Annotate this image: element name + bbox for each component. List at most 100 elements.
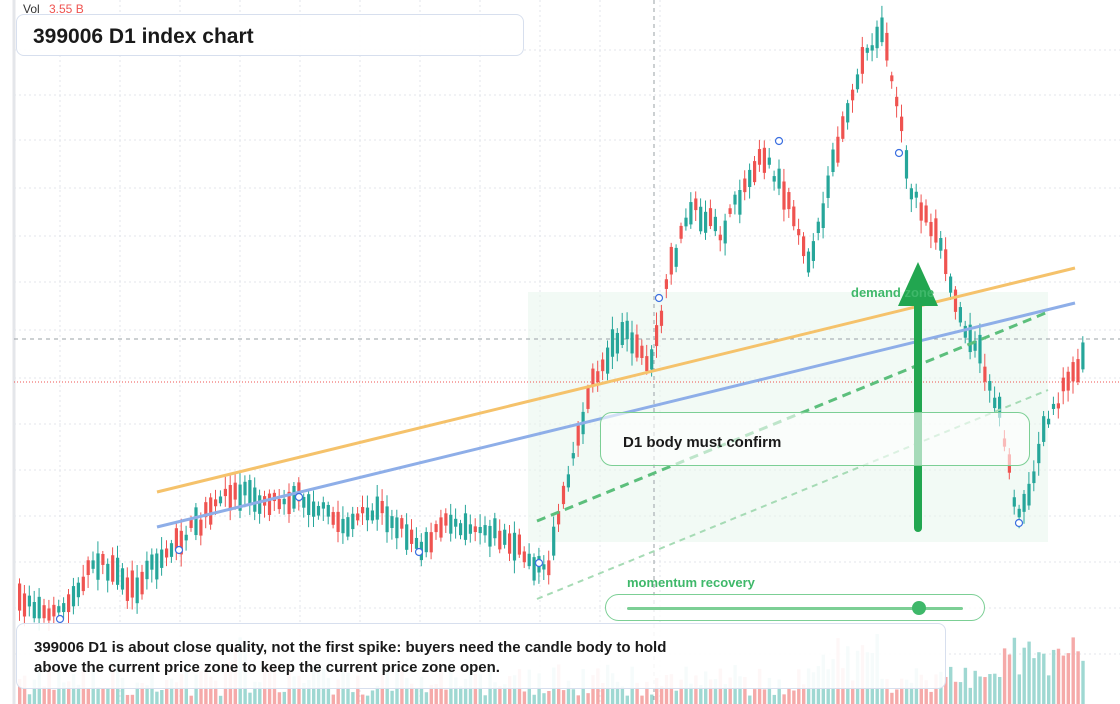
candle	[953, 286, 958, 320]
candle	[150, 548, 154, 583]
volume-bar	[880, 678, 884, 704]
candle	[983, 353, 987, 391]
volume-bar	[1027, 641, 1031, 704]
candle	[836, 126, 840, 167]
candle	[365, 495, 370, 532]
volume-bar	[1061, 655, 1066, 704]
candle	[723, 213, 727, 256]
candle	[718, 226, 722, 252]
candle	[934, 209, 938, 250]
candle	[610, 316, 615, 370]
volume-bar	[625, 695, 629, 704]
candle	[370, 503, 374, 524]
candle	[1042, 410, 1046, 447]
candle	[346, 512, 350, 541]
volume-bar	[96, 687, 100, 704]
candle	[1047, 410, 1051, 428]
volume-bar	[307, 679, 311, 704]
volume-bar	[547, 690, 551, 704]
trend-line-lower	[536, 389, 1049, 600]
candle	[684, 208, 688, 231]
volume-bar	[713, 679, 718, 704]
candle	[1081, 336, 1085, 373]
candle	[434, 520, 438, 540]
candle	[439, 509, 443, 542]
candle	[125, 567, 129, 609]
candle	[243, 475, 247, 508]
candle	[895, 86, 899, 118]
volume-bar	[326, 678, 331, 704]
signal-marker	[534, 558, 544, 568]
volume-bar	[640, 695, 644, 704]
volume-bar	[214, 680, 218, 704]
candle	[821, 191, 825, 239]
volume-bar	[292, 676, 296, 704]
candle	[1071, 356, 1075, 394]
volume-bar	[155, 691, 159, 704]
candle	[591, 363, 595, 393]
candle	[1032, 460, 1036, 492]
candle	[860, 36, 864, 84]
volume-bar	[160, 690, 164, 704]
candle	[287, 483, 291, 523]
volume-bar	[694, 675, 698, 704]
volume-bar	[919, 674, 923, 704]
candle	[939, 231, 943, 259]
momentum-slider-knob[interactable]	[912, 601, 927, 615]
volume-bar	[968, 687, 972, 704]
volume-bar	[851, 680, 855, 704]
signal-markers	[55, 136, 1024, 624]
volume-bar	[904, 679, 909, 704]
candle	[473, 518, 477, 542]
signal-marker	[654, 293, 664, 303]
momentum-slider-track	[627, 607, 963, 610]
candle	[292, 482, 296, 513]
candle	[782, 168, 786, 222]
volume-bar	[542, 693, 546, 704]
volume-bar	[561, 690, 566, 704]
volume-bar	[86, 688, 90, 704]
candle	[316, 501, 321, 520]
volume-bar	[566, 680, 571, 704]
volume-bar	[27, 694, 32, 704]
candle	[155, 548, 159, 589]
candle	[713, 208, 717, 236]
candle	[561, 481, 566, 509]
candle	[767, 147, 771, 169]
candle	[978, 323, 982, 374]
volume-bar	[42, 686, 46, 704]
candle	[86, 556, 90, 588]
volume-bar	[748, 695, 752, 704]
volume-bar	[963, 667, 968, 704]
confirm-callout: D1 body must confirm	[600, 412, 1030, 466]
candle	[517, 528, 521, 558]
volume-bar	[655, 678, 659, 704]
candle	[748, 163, 752, 199]
volume-bar	[140, 683, 144, 704]
candle	[929, 213, 933, 249]
candle	[91, 551, 95, 574]
candle	[973, 331, 977, 358]
candle	[449, 503, 453, 542]
volume-bar	[777, 679, 781, 704]
volume-bar	[762, 689, 767, 704]
volume-bar	[375, 685, 380, 704]
signal-marker	[774, 136, 784, 146]
candle	[757, 139, 762, 172]
volume-bar	[331, 694, 335, 704]
candle	[914, 183, 918, 209]
candle	[552, 516, 556, 561]
volume-bar	[650, 694, 654, 704]
candle	[816, 217, 820, 241]
candle	[463, 504, 468, 546]
candle	[615, 328, 619, 362]
volume-bar	[302, 682, 306, 704]
candle	[557, 503, 561, 533]
candle	[664, 274, 668, 299]
candle	[341, 506, 345, 544]
momentum-slider[interactable]	[605, 594, 985, 621]
candle	[214, 489, 218, 515]
candle	[625, 312, 629, 352]
candle	[321, 496, 325, 522]
volume-bar	[1081, 660, 1085, 704]
